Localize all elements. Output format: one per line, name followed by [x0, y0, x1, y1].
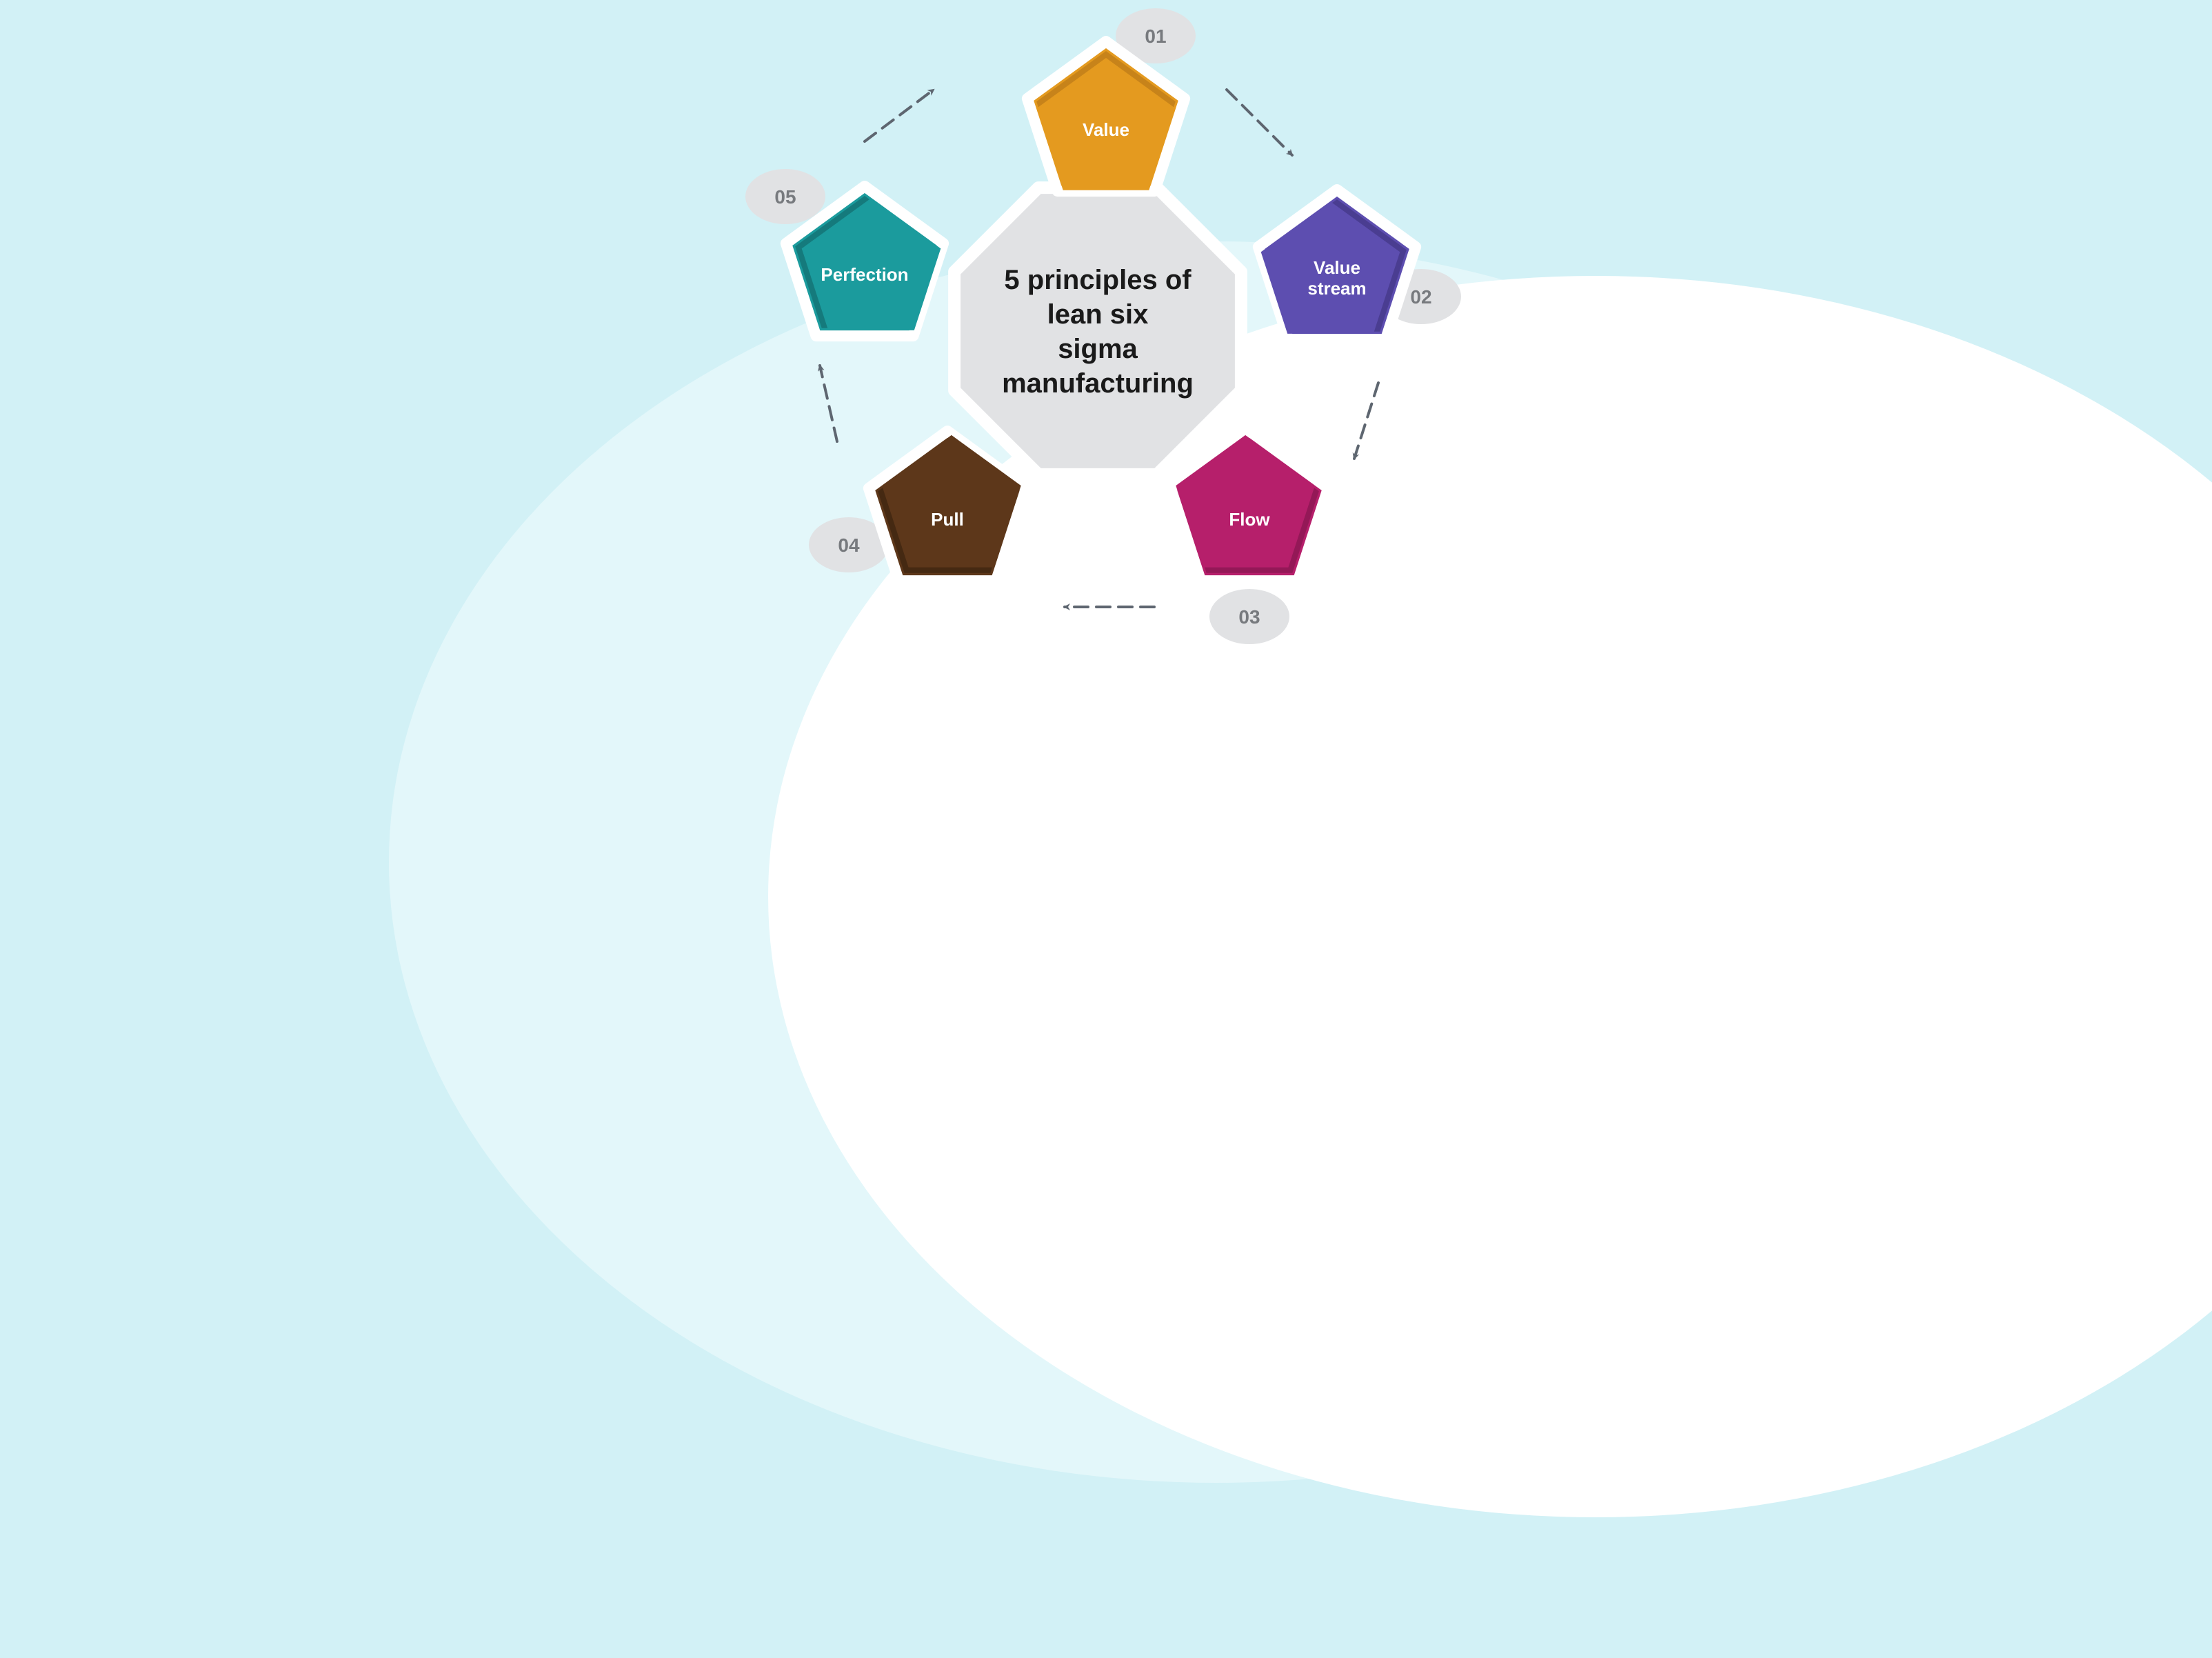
number-badge-text: 01 — [1145, 26, 1166, 47]
number-badge-text: 05 — [774, 186, 796, 208]
number-badge-03: 03 — [1209, 589, 1289, 644]
center-title-line: 5 principles of — [1004, 265, 1192, 295]
number-badge-text: 03 — [1238, 606, 1260, 628]
pentagon-label: Perfection — [821, 264, 908, 285]
flow-arrow-1 — [1227, 90, 1292, 155]
center-title-line: manufacturing — [1002, 368, 1194, 399]
number-badge-text: 02 — [1410, 286, 1431, 308]
center-octagon-shape — [954, 188, 1241, 475]
pentagon-label: Value — [1083, 119, 1129, 140]
center-title-line: sigma — [1058, 334, 1138, 364]
infographic-svg: 5 principles of lean six sigma manufacturin… — [665, 0, 1547, 662]
pentagon-label: Flow — [1229, 509, 1270, 530]
center-title-line: lean six — [1047, 299, 1149, 330]
pentagon-label: Valuestream — [1307, 257, 1366, 299]
number-badge-05: 05 — [745, 169, 825, 224]
pentagon-node-n1: Value — [1027, 41, 1185, 191]
flow-arrow-5 — [865, 90, 934, 141]
pentagon-label: Pull — [931, 509, 964, 530]
diagram-canvas: 5 principles of lean six sigma manufacturin… — [665, 0, 1547, 662]
background-layer — [389, 241, 2212, 1517]
number-badge-text: 04 — [838, 535, 860, 556]
center-octagon: 5 principles of lean six sigma manufacturin… — [954, 188, 1241, 475]
